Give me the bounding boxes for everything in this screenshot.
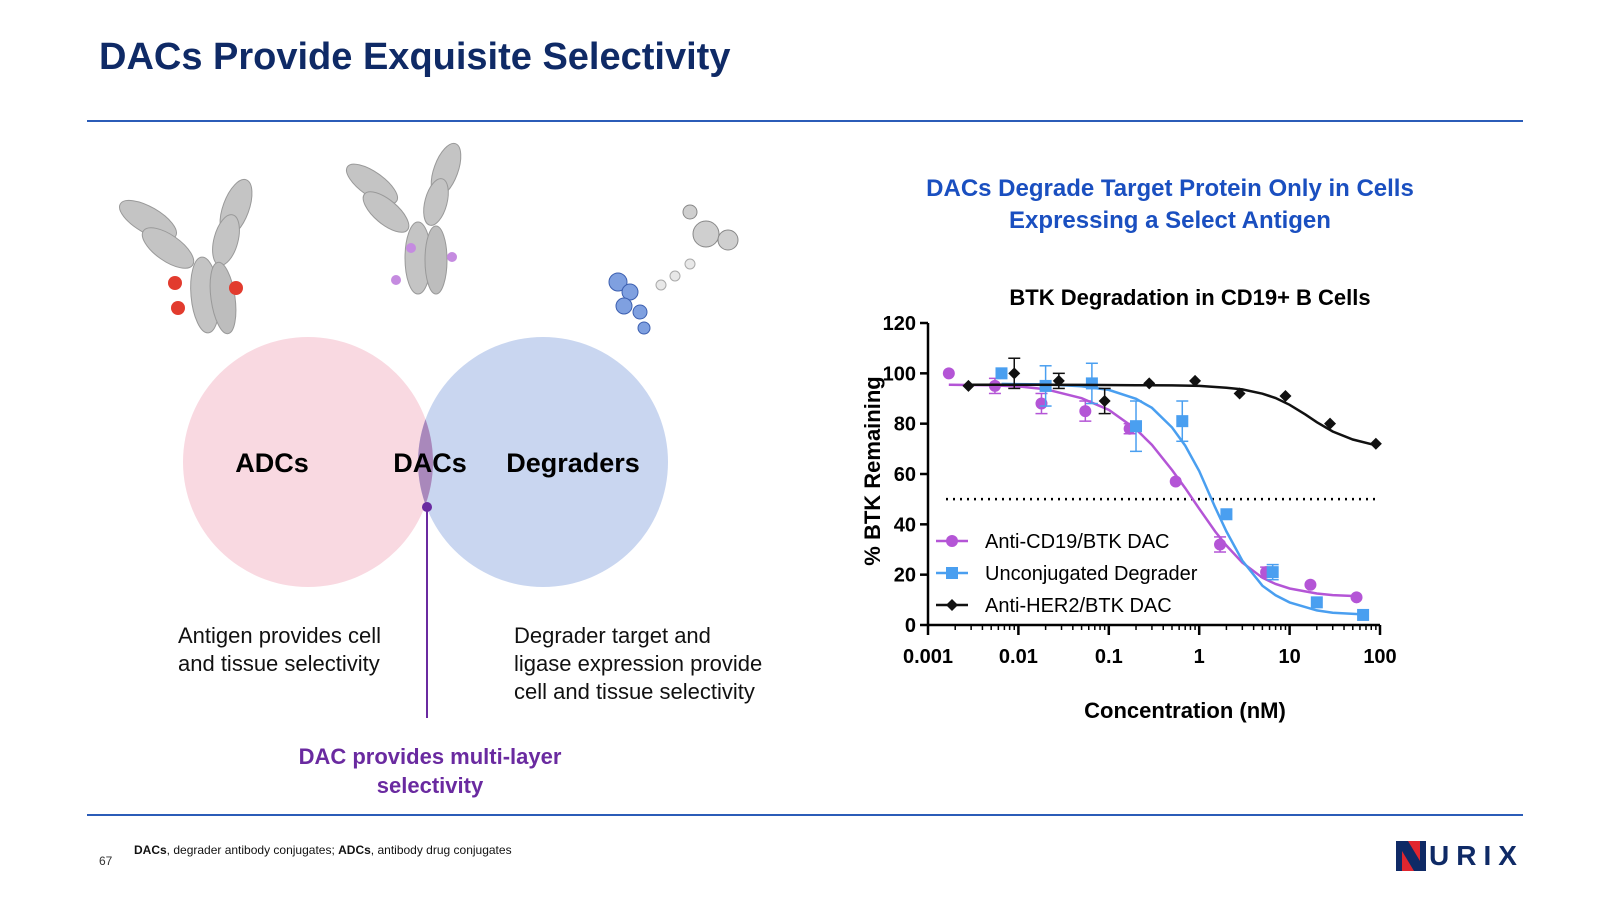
y-tick-label: 120 xyxy=(883,313,916,335)
logo-text: URIX xyxy=(1429,840,1524,871)
data-point-series-2 xyxy=(1085,377,1098,390)
data-point-series-3 xyxy=(1324,417,1337,430)
chart-title: BTK Degradation in CD19+ B Cells xyxy=(1009,285,1370,310)
series-fit-line-3 xyxy=(968,383,1377,447)
data-point-series-2 xyxy=(1266,566,1279,579)
degrader-circle xyxy=(418,337,668,587)
footnote-term-adcs: ADCs xyxy=(338,843,371,857)
nurix-logo: URIX xyxy=(1396,838,1524,874)
data-point-series-3 xyxy=(1143,377,1156,390)
y-axis-label: % BTK Remaining xyxy=(860,376,885,565)
legend-marker-3 xyxy=(946,599,958,611)
legend-label-3: Anti-HER2/BTK DAC xyxy=(985,595,1172,617)
footnote: DACs, degrader antibody conjugates; ADCs… xyxy=(134,843,512,857)
x-tick-label: 100 xyxy=(1363,646,1396,668)
data-point-series-1 xyxy=(1350,591,1363,604)
legend-marker-1 xyxy=(946,535,958,547)
venn-label-degraders: Degraders xyxy=(506,448,640,478)
x-tick-label: 0.1 xyxy=(1095,646,1123,668)
data-point-series-2 xyxy=(995,367,1008,380)
y-tick-label: 100 xyxy=(883,363,916,385)
data-point-series-1 xyxy=(1304,578,1317,591)
dac-caption: DAC provides multi-layer selectivity xyxy=(298,744,562,798)
data-point-series-2 xyxy=(1357,608,1370,621)
degrader-molecule-icon xyxy=(608,204,739,335)
adc-caption: Antigen provides cell and tissue selecti… xyxy=(178,623,382,676)
y-tick-label: 0 xyxy=(905,615,916,637)
x-tick-label: 1 xyxy=(1194,646,1205,668)
venn-label-adcs: ADCs xyxy=(235,448,309,478)
btk-degradation-chart: BTK Degradation in CD19+ B Cells % BTK R… xyxy=(860,285,1397,723)
x-tick-label: 10 xyxy=(1278,646,1300,668)
dac-callout-dot xyxy=(422,502,432,512)
data-point-series-2 xyxy=(1176,415,1189,428)
data-point-series-3 xyxy=(1052,374,1065,387)
data-point-series-3 xyxy=(1189,374,1202,387)
data-point-series-3 xyxy=(1233,387,1246,400)
y-tick-label: 20 xyxy=(894,565,916,587)
legend-label-1: Anti-CD19/BTK DAC xyxy=(985,531,1170,553)
antibody-icon-dac xyxy=(345,142,462,295)
y-tick-label: 60 xyxy=(894,464,916,486)
data-point-series-3 xyxy=(1098,395,1111,408)
y-tick-label: 40 xyxy=(894,514,916,536)
x-axis-label: Concentration (nM) xyxy=(1084,698,1286,723)
footnote-term-dacs: DACs xyxy=(134,843,167,857)
data-point-series-3 xyxy=(962,379,975,392)
chart-heading: DACs Degrade Target Protein Only in Cell… xyxy=(926,175,1414,234)
degrader-caption: Degrader target and ligase expression pr… xyxy=(514,623,763,704)
page-number: 67 xyxy=(99,854,113,868)
data-point-series-1 xyxy=(1214,538,1227,551)
data-point-series-3 xyxy=(1369,437,1382,450)
data-point-series-2 xyxy=(1220,508,1233,521)
data-point-series-2 xyxy=(1310,596,1323,609)
footnote-def-adcs: , antibody drug conjugates xyxy=(370,843,512,857)
venn-label-dacs: DACs xyxy=(393,448,467,478)
footnote-def-dacs: , degrader antibody conjugates; xyxy=(166,843,339,857)
venn-diagram: ADCs DACs Degraders xyxy=(119,142,739,718)
legend-label-2: Unconjugated Degrader xyxy=(985,563,1198,585)
x-tick-label: 0.01 xyxy=(999,646,1038,668)
antibody-icon-adc xyxy=(119,178,253,335)
data-point-series-3 xyxy=(1008,367,1021,380)
data-point-series-1 xyxy=(1079,405,1092,418)
data-point-series-1 xyxy=(1169,475,1182,488)
footer-divider xyxy=(87,814,1523,816)
data-point-series-3 xyxy=(1279,389,1292,402)
legend-marker-2 xyxy=(946,567,958,579)
data-point-series-2 xyxy=(1130,420,1143,433)
adc-circle xyxy=(183,337,433,587)
title-divider xyxy=(87,120,1523,122)
slide-title: DACs Provide Exquisite Selectivity xyxy=(99,36,731,78)
logo-n-mark xyxy=(1396,841,1426,871)
data-point-series-1 xyxy=(942,367,955,380)
y-tick-label: 80 xyxy=(894,414,916,436)
x-tick-label: 0.001 xyxy=(903,646,953,668)
